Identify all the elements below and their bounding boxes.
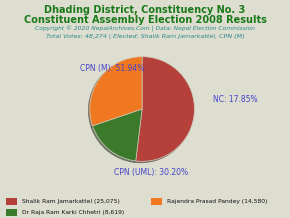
Text: Dhading District, Constituency No. 3: Dhading District, Constituency No. 3 [44, 5, 246, 15]
Wedge shape [93, 109, 142, 161]
Text: Constituent Assembly Election 2008 Results: Constituent Assembly Election 2008 Resul… [23, 15, 267, 25]
Text: Dr Raja Ram Karki Chhetri (8,619): Dr Raja Ram Karki Chhetri (8,619) [22, 210, 124, 215]
Wedge shape [136, 57, 194, 161]
Text: CPN (M): 51.94%: CPN (M): 51.94% [80, 64, 145, 73]
Text: Copyright © 2020 NepalArchives.Com | Data: Nepal Election Commission: Copyright © 2020 NepalArchives.Com | Dat… [35, 26, 255, 32]
Text: Rajendra Prasad Pandey (14,580): Rajendra Prasad Pandey (14,580) [167, 199, 267, 204]
Text: Total Votes: 48,274 | Elected: Shalik Ram Jamarkattel, CPN (M): Total Votes: 48,274 | Elected: Shalik Ra… [46, 34, 244, 39]
Text: CPN (UML): 30.20%: CPN (UML): 30.20% [115, 168, 188, 177]
Wedge shape [90, 57, 142, 126]
Text: NC: 17.85%: NC: 17.85% [213, 95, 257, 104]
Text: Shalik Ram Jamarkattel (25,075): Shalik Ram Jamarkattel (25,075) [22, 199, 119, 204]
